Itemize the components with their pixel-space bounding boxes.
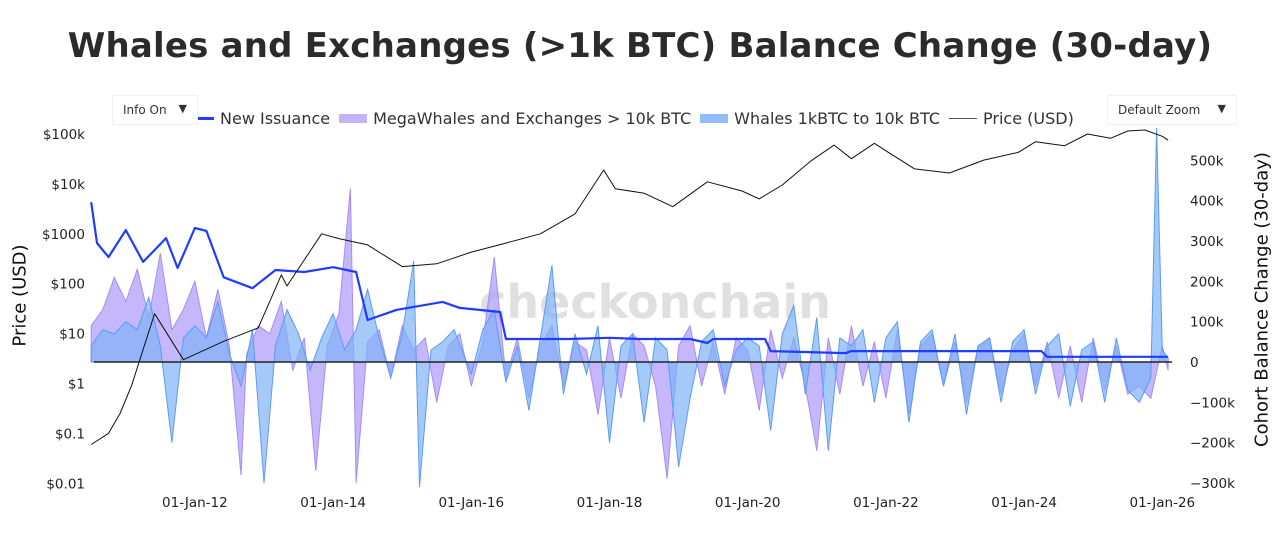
zoom-dropdown-label: Default Zoom — [1118, 103, 1201, 117]
price-line — [90, 129, 1169, 445]
chart-title: Whales and Exchanges (>1k BTC) Balance C… — [67, 26, 1213, 66]
info-dropdown[interactable]: Info On ▼ — [112, 95, 198, 125]
x-tick-label: 01-Jan-22 — [853, 495, 919, 511]
x-tick-label: 01-Jan-18 — [577, 495, 643, 511]
y-right-tick-label: 100k — [1190, 315, 1224, 331]
y-right-tick-label: −100k — [1190, 395, 1235, 411]
x-tick-label: 01-Jan-16 — [438, 495, 504, 511]
y-left-tick-label: $1 — [68, 377, 85, 393]
y-left-tick-label: $10k — [51, 177, 85, 193]
legend-swatch — [700, 114, 729, 123]
y-left-tick-label: $100k — [43, 127, 85, 143]
x-tick-label: 01-Jan-12 — [162, 495, 228, 511]
legend-swatch — [949, 117, 978, 120]
y-left-tick-label: $100 — [51, 277, 85, 293]
legend-item-whales[interactable]: Whales 1kBTC to 10k BTC — [700, 109, 940, 128]
dropdown-arrow-icon: ▼ — [178, 102, 187, 115]
y-right-tick-label: 0 — [1190, 355, 1199, 371]
legend-label: Price (USD) — [983, 109, 1074, 128]
y-right-tick-label: 200k — [1190, 274, 1224, 290]
legend-label: Whales 1kBTC to 10k BTC — [734, 109, 941, 128]
y-left-tick-label: $10 — [59, 327, 85, 343]
y-left-tick-label: $1000 — [42, 227, 85, 243]
legend-item-new-issuance[interactable]: New Issuance — [198, 109, 330, 128]
y-right-tick-label: −200k — [1190, 436, 1235, 452]
legend-swatch — [339, 114, 368, 123]
legend-label: MegaWhales and Exchanges > 10k BTC — [373, 109, 692, 128]
legend: New Issuance MegaWhales and Exchanges > … — [198, 109, 1083, 128]
x-tick-label: 01-Jan-26 — [1129, 495, 1195, 511]
dropdown-arrow-icon: ▼ — [1217, 102, 1226, 115]
zoom-dropdown[interactable]: Default Zoom ▼ — [1107, 95, 1237, 125]
legend-label: New Issuance — [220, 109, 331, 128]
y-right-tick-label: −300k — [1190, 476, 1235, 492]
legend-item-price[interactable]: Price (USD) — [949, 109, 1074, 128]
x-tick-label: 01-Jan-20 — [715, 495, 781, 511]
y-left-tick-label: $0.01 — [46, 476, 85, 492]
y-right-tick-label: 500k — [1190, 153, 1224, 169]
whales-area — [90, 127, 1169, 488]
watermark: checkonchain — [479, 275, 831, 329]
info-dropdown-label: Info On — [123, 103, 167, 117]
new-issuance-line — [90, 202, 1169, 358]
x-tick-label: 01-Jan-14 — [300, 495, 366, 511]
y-right-tick-label: 300k — [1190, 234, 1224, 250]
x-tick-label: 01-Jan-24 — [991, 495, 1057, 511]
legend-item-megawhales[interactable]: MegaWhales and Exchanges > 10k BTC — [339, 109, 691, 128]
y-right-tick-label: 400k — [1190, 194, 1224, 210]
legend-swatch — [198, 117, 214, 120]
y-left-tick-label: $0.1 — [55, 426, 85, 442]
